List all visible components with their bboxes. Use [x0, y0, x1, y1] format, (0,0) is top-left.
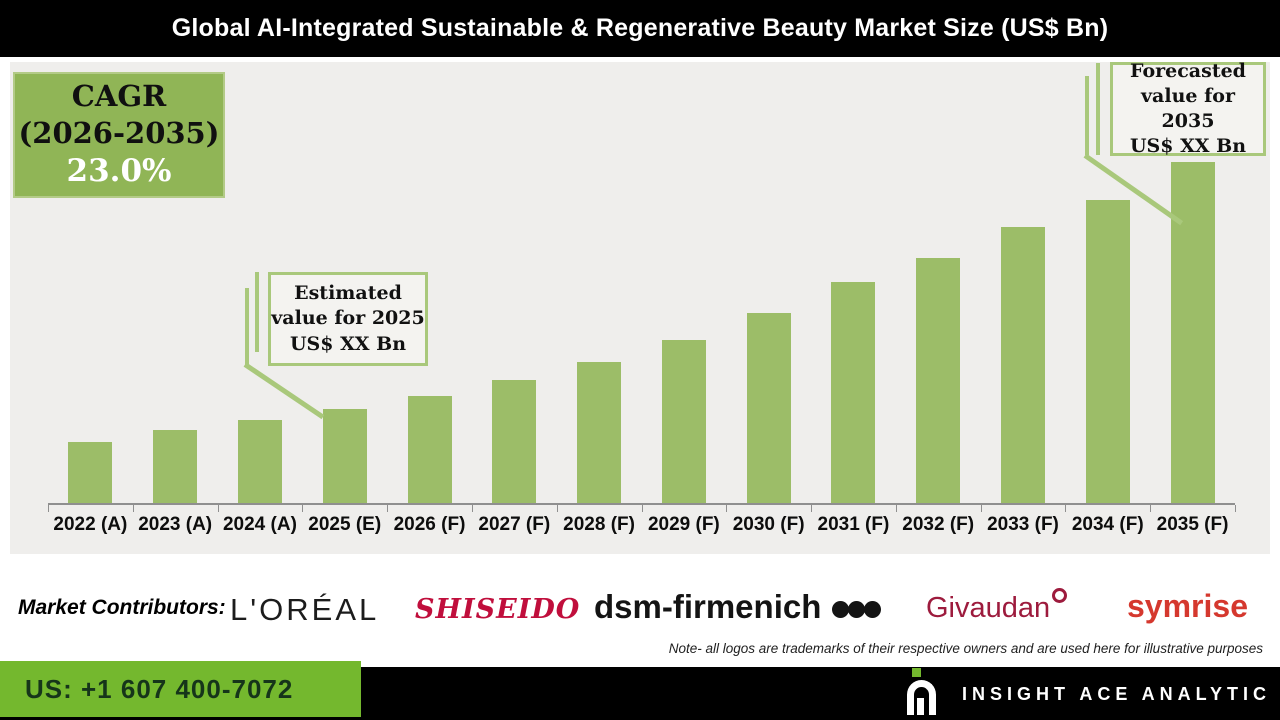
bar-slot [726, 62, 811, 503]
x-tick-label: 2030 (F) [732, 514, 805, 535]
cagr-period: (2026-2035) [18, 116, 220, 151]
logo-stem [917, 698, 924, 715]
loreal-logo: L'ORÉAL [230, 592, 380, 627]
x-labels: 2022 (A) 2023 (A) 2024 (A) 2025 (E) 2026 (F)… [48, 514, 1235, 536]
logo-green-dot [912, 668, 921, 677]
x-tick-label: 2022 (A) [53, 514, 128, 535]
x-tick-label: 2031 (F) [817, 514, 890, 535]
x-tick-label: 2032 (F) [902, 514, 975, 535]
bar-slot [557, 62, 642, 503]
logo-arch [907, 680, 936, 715]
bar-slot [387, 62, 472, 503]
givaudan-circle-icon [1052, 588, 1068, 603]
axis-tick [1235, 505, 1236, 512]
bar-2029 [661, 340, 706, 503]
bar-2030 [746, 313, 791, 503]
bar-slot [811, 62, 896, 503]
dsm-dots-icon [832, 588, 882, 626]
bar-slot [896, 62, 981, 503]
x-tick-label: 2026 (F) [393, 514, 466, 535]
axis-tick [895, 505, 897, 512]
bar-slot [981, 62, 1066, 503]
estimated-bracket-line [255, 272, 259, 352]
trademark-note: Note- all logos are trademarks of their … [668, 641, 1263, 656]
footer-bar: US: +1 607 400-7072 INSIGHT ACE ANALYTIC [0, 661, 1280, 720]
axis-tick [811, 505, 813, 512]
estimated-callout-line2: value for 2025 [271, 307, 425, 330]
axis-tick [471, 505, 473, 512]
bar-2033 [1000, 227, 1045, 503]
bar-2027 [492, 380, 537, 503]
bar-slot [302, 62, 387, 503]
x-tick-label: 2035 (F) [1156, 514, 1229, 535]
cagr-box: CAGR (2026-2035) 23.0% [13, 72, 225, 198]
phone-number: US: +1 607 400-7072 [25, 673, 294, 704]
forecasted-bracket-line [1096, 63, 1100, 155]
title-bar: Global AI-Integrated Sustainable & Regen… [0, 0, 1280, 57]
forecasted-callout-line2: value for 2035 [1141, 84, 1235, 132]
x-tick-label: 2024 (A) [222, 514, 297, 535]
dsm-firmenich-wordmark: dsm-firmenich [594, 588, 822, 625]
bar-slot [48, 62, 133, 503]
x-tick-label: 2033 (F) [987, 514, 1059, 535]
bar-slot [133, 62, 218, 503]
axis-tick [387, 505, 389, 512]
bar-slot [1065, 62, 1150, 503]
forecasted-callout-line3: US$ XX Bn [1129, 135, 1247, 158]
shiseido-logo: SHISEIDO [415, 594, 581, 625]
axis-tick [641, 505, 643, 512]
bar-slot [472, 62, 557, 503]
bar-2035 [1170, 162, 1215, 503]
forecasted-callout: Forecasted value for 2035 US$ XX Bn [1110, 59, 1266, 158]
phone-box: US: +1 607 400-7072 [0, 661, 361, 717]
x-tick-label: 2023 (A) [138, 514, 213, 535]
brand-name: INSIGHT ACE ANALYTIC [962, 684, 1272, 704]
bar-2034 [1085, 200, 1130, 503]
dsm-firmenich-logo: dsm-firmenich [594, 588, 882, 626]
cagr-label: CAGR [71, 79, 167, 114]
bar-2022 [68, 442, 113, 503]
bar-2026 [407, 396, 452, 503]
x-tick-label: 2034 (F) [1071, 514, 1144, 535]
x-tick-label: 2027 (F) [478, 514, 551, 535]
chart-panel: CAGR (2026-2035) 23.0% 2022 (A) 2023 (A) 2… [10, 59, 1270, 554]
bar-2024 [237, 420, 282, 503]
bar-2028 [577, 362, 622, 503]
cagr-value: 23.0% [66, 153, 172, 190]
x-tick-label: 2028 (F) [563, 514, 635, 535]
page-title: Global AI-Integrated Sustainable & Regen… [171, 14, 1109, 42]
bar-2025 [322, 409, 367, 503]
bar-2023 [153, 430, 198, 503]
plot-area [48, 62, 1235, 505]
axis-tick [556, 505, 558, 512]
axis-tick [217, 505, 219, 512]
bar-slot [641, 62, 726, 503]
bar-slot [218, 62, 303, 503]
x-tick-label: 2029 (F) [647, 514, 720, 535]
axis-tick [726, 505, 728, 512]
estimated-callout-line3: US$ XX Bn [289, 332, 407, 355]
axis-tick [132, 505, 134, 512]
estimated-bracket-line [245, 288, 249, 365]
bar-2031 [831, 282, 876, 503]
axis-tick [48, 505, 49, 512]
forecasted-bracket-line [1085, 76, 1089, 155]
axis-tick [1150, 505, 1152, 512]
axis-tick [980, 505, 982, 512]
market-contributors-label: Market Contributors: [18, 596, 226, 619]
estimated-callout-line1: Estimated [294, 282, 402, 305]
symrise-logo: symrise [1127, 588, 1248, 624]
x-tick-label: 2025 (E) [308, 514, 382, 535]
bar-2032 [916, 258, 961, 503]
givaudan-logo: Givaudan [926, 588, 1068, 625]
axis-tick [302, 505, 304, 512]
estimated-callout: Estimated value for 2025 US$ XX Bn [268, 272, 428, 366]
givaudan-wordmark: Givaudan [926, 592, 1051, 624]
forecasted-callout-line1: Forecasted [1130, 59, 1246, 82]
axis-tick [1065, 505, 1067, 512]
insight-ace-logo-icon [905, 667, 947, 720]
